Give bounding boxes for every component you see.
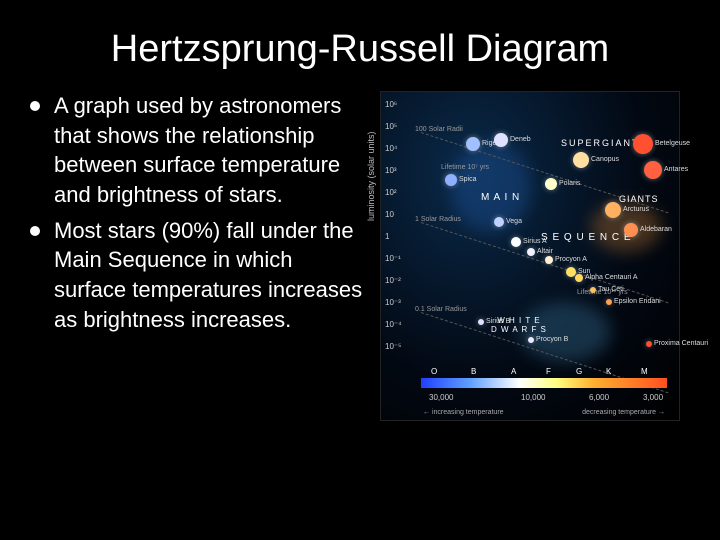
list-item: Most stars (90%) fall under the Main Seq…	[30, 216, 370, 335]
star-label: Alpha Centauri A	[585, 274, 638, 281]
star-label: Vega	[506, 218, 522, 225]
spectral-class: A	[511, 367, 516, 376]
bullet-icon	[30, 226, 40, 236]
y-tick: 10⁻³	[385, 298, 401, 307]
bullet-text: Most stars (90%) fall under the Main Seq…	[54, 216, 370, 335]
star-label: Antares	[664, 166, 688, 173]
star-label: Procyon A	[555, 256, 587, 263]
x-tick: 3,000	[643, 393, 663, 402]
list-item: A graph used by astronomers that shows t…	[30, 91, 370, 210]
star-label: Proxima Centauri	[654, 340, 708, 347]
star-marker	[575, 274, 583, 282]
star-marker	[528, 337, 534, 343]
star-marker	[466, 137, 480, 151]
star-label: Arcturus	[623, 206, 649, 213]
star-marker	[573, 152, 589, 168]
y-tick: 10⁶	[385, 100, 397, 109]
region-main: M A I N	[481, 192, 520, 203]
y-tick: 10²	[385, 188, 397, 197]
content-row: A graph used by astronomers that shows t…	[0, 91, 720, 421]
x-arrow-left: ← increasing temperature	[423, 409, 504, 416]
text-column: A graph used by astronomers that shows t…	[30, 91, 380, 421]
x-tick: 30,000	[429, 393, 453, 402]
star-label: Deneb	[510, 136, 531, 143]
bullet-icon	[30, 101, 40, 111]
star-marker	[605, 202, 621, 218]
star-marker	[494, 217, 504, 227]
lifetime-label: Lifetime 10⁷ yrs	[441, 164, 489, 171]
star-marker	[445, 174, 457, 186]
star-label: Polaris	[559, 180, 580, 187]
star-marker	[478, 319, 484, 325]
y-tick: 10⁻⁵	[385, 342, 401, 351]
star-marker	[624, 223, 638, 237]
bullet-text: A graph used by astronomers that shows t…	[54, 91, 370, 210]
star-marker	[646, 341, 652, 347]
region-giants: GIANTS	[619, 194, 659, 204]
spectral-class: G	[576, 367, 582, 376]
star-marker	[511, 237, 521, 247]
hr-diagram: luminosity (solar units) 10⁶ 10⁵ 10⁴ 10³…	[380, 91, 680, 421]
star-marker	[590, 287, 596, 293]
y-tick: 10³	[385, 166, 397, 175]
spectral-class: K	[606, 367, 611, 376]
diagram-column: luminosity (solar units) 10⁶ 10⁵ 10⁴ 10³…	[380, 91, 690, 421]
radius-label: 1 Solar Radius	[415, 216, 461, 223]
radius-label: 100 Solar Radii	[415, 126, 463, 133]
star-marker	[633, 134, 653, 154]
bullet-list: A graph used by astronomers that shows t…	[30, 91, 370, 335]
star-label: Betelgeuse	[655, 140, 690, 147]
star-label: Procyon B	[536, 336, 568, 343]
spectral-class: F	[546, 367, 551, 376]
star-marker	[606, 299, 612, 305]
temperature-bar	[421, 378, 667, 388]
y-tick: 10⁴	[385, 144, 397, 153]
star-label: Epsilon Eridani	[614, 298, 661, 305]
x-tick: 10,000	[521, 393, 545, 402]
page-title: Hertzsprung-Russell Diagram	[0, 0, 720, 91]
y-tick: 1	[385, 232, 389, 241]
star-label: Aldebaran	[640, 226, 672, 233]
star-label: Sirius A	[523, 238, 547, 245]
y-tick: 10⁻⁴	[385, 320, 402, 329]
spectral-class: O	[431, 367, 437, 376]
star-label: Spica	[459, 176, 477, 183]
star-marker	[527, 248, 535, 256]
x-tick: 6,000	[589, 393, 609, 402]
star-marker	[545, 256, 553, 264]
star-marker	[494, 133, 508, 147]
spectral-class: B	[471, 367, 476, 376]
star-label: Canopus	[591, 156, 619, 163]
radius-label: 0.1 Solar Radius	[415, 306, 467, 313]
y-tick: 10⁻²	[385, 276, 401, 285]
x-arrow-right: decreasing temperature →	[582, 409, 665, 416]
star-marker	[545, 178, 557, 190]
star-label: Altair	[537, 248, 553, 255]
star-marker	[644, 161, 662, 179]
spectral-class: M	[641, 367, 648, 376]
star-label: Sirius B	[486, 318, 510, 325]
star-label: Tau Ceti	[598, 286, 624, 293]
y-tick: 10⁻¹	[385, 254, 401, 263]
region-sequence: S E Q U E N C E	[541, 232, 632, 243]
y-tick: 10	[385, 210, 394, 219]
y-tick: 10⁵	[385, 122, 397, 131]
y-axis-label: luminosity (solar units)	[366, 131, 376, 221]
